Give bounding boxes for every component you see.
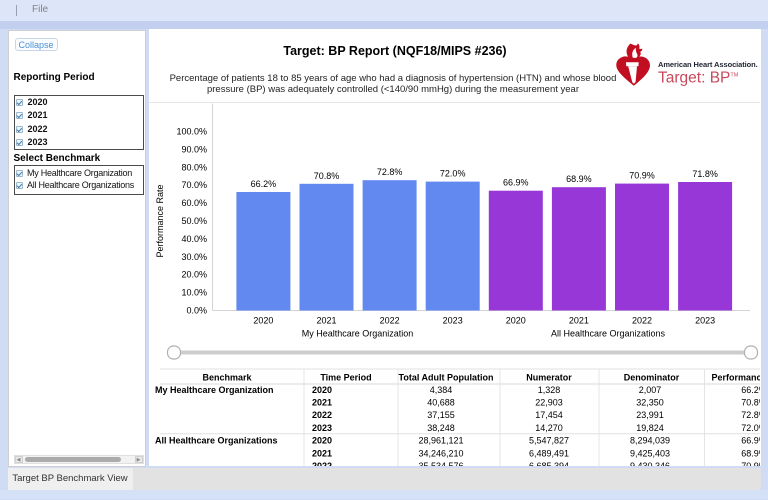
svg-text:30.0%: 30.0% [181,251,207,261]
svg-text:28,961,121: 28,961,121 [418,435,463,445]
svg-text:70.0%: 70.0% [181,180,207,190]
svg-text:70.9%: 70.9% [629,170,655,180]
svg-text:6,489,491: 6,489,491 [529,448,569,458]
svg-text:70.8%: 70.8% [314,170,340,180]
svg-text:Performance Rate: Performance Rate [155,184,165,257]
svg-text:17,454: 17,454 [535,410,563,420]
svg-text:90.0%: 90.0% [181,144,207,154]
svg-text:50.0%: 50.0% [181,216,207,226]
svg-text:2021: 2021 [312,397,332,407]
svg-text:All Healthcare Organizations: All Healthcare Organizations [155,435,278,445]
svg-text:66.9%: 66.9% [741,435,760,445]
svg-text:100.0%: 100.0% [176,126,207,136]
svg-text:34,246,210: 34,246,210 [418,448,463,458]
svg-text:1,328: 1,328 [538,384,561,394]
svg-text:66.9%: 66.9% [503,177,529,187]
svg-text:2022: 2022 [380,315,400,325]
svg-text:14,270: 14,270 [535,422,563,432]
svg-text:Benchmark: Benchmark [202,372,252,382]
svg-text:60.0%: 60.0% [181,198,207,208]
svg-text:2020: 2020 [312,384,332,394]
svg-text:71.8%: 71.8% [692,169,718,179]
svg-text:66.2%: 66.2% [251,179,277,189]
svg-text:2021: 2021 [312,448,332,458]
svg-text:72.8%: 72.8% [741,410,760,420]
svg-text:2021: 2021 [316,315,336,325]
svg-text:23,991: 23,991 [636,410,664,420]
svg-text:20.0%: 20.0% [181,269,207,279]
svg-text:80.0%: 80.0% [181,162,207,172]
svg-text:22,903: 22,903 [535,397,563,407]
svg-text:2,007: 2,007 [639,384,662,394]
svg-text:68.9%: 68.9% [741,448,760,458]
svg-text:40.0%: 40.0% [181,233,207,243]
svg-text:2022: 2022 [312,461,332,466]
svg-text:2021: 2021 [569,315,589,325]
svg-text:9,425,403: 9,425,403 [630,448,670,458]
svg-text:2020: 2020 [506,315,526,325]
svg-text:Numerator: Numerator [526,372,572,382]
svg-text:70.8%: 70.8% [741,397,760,407]
svg-text:70.9%: 70.9% [741,461,760,466]
svg-text:2022: 2022 [632,315,652,325]
svg-text:Target: BPTM: Target: BPTM [658,69,739,86]
svg-text:38,248: 38,248 [427,422,455,432]
svg-text:68.9%: 68.9% [566,174,592,184]
svg-text:72.8%: 72.8% [377,167,403,177]
svg-text:4,384: 4,384 [430,384,453,394]
svg-text:8,294,039: 8,294,039 [630,435,670,445]
svg-text:2023: 2023 [443,315,463,325]
svg-text:9,430,346: 9,430,346 [630,461,670,466]
svg-text:72.0%: 72.0% [741,422,760,432]
svg-text:10.0%: 10.0% [181,287,207,297]
svg-text:2023: 2023 [312,422,332,432]
svg-text:Performance Rate: Performance Rate [711,372,760,382]
svg-text:2022: 2022 [312,410,332,420]
svg-text:5,547,827: 5,547,827 [529,435,569,445]
svg-text:66.2%: 66.2% [741,384,760,394]
svg-text:19,824: 19,824 [636,422,664,432]
svg-text:6,685,394: 6,685,394 [529,461,569,466]
svg-text:35,534,576: 35,534,576 [418,461,463,466]
svg-text:32,350: 32,350 [636,397,664,407]
svg-text:37,155: 37,155 [427,410,455,420]
svg-text:72.0%: 72.0% [440,168,466,178]
svg-text:Total Adult Population: Total Adult Population [399,372,494,382]
svg-text:American Heart Association.: American Heart Association. [658,60,758,69]
svg-text:All Healthcare Organizations: All Healthcare Organizations [551,328,666,338]
svg-text:Time Period: Time Period [320,372,371,382]
svg-text:2020: 2020 [312,435,332,445]
svg-text:My Healthcare Organization: My Healthcare Organization [302,328,414,338]
svg-text:My Healthcare Organization: My Healthcare Organization [155,384,274,394]
svg-text:2023: 2023 [695,315,715,325]
svg-text:Denominator: Denominator [624,372,680,382]
svg-text:0.0%: 0.0% [186,305,207,315]
svg-text:40,688: 40,688 [427,397,455,407]
svg-text:2020: 2020 [253,315,273,325]
